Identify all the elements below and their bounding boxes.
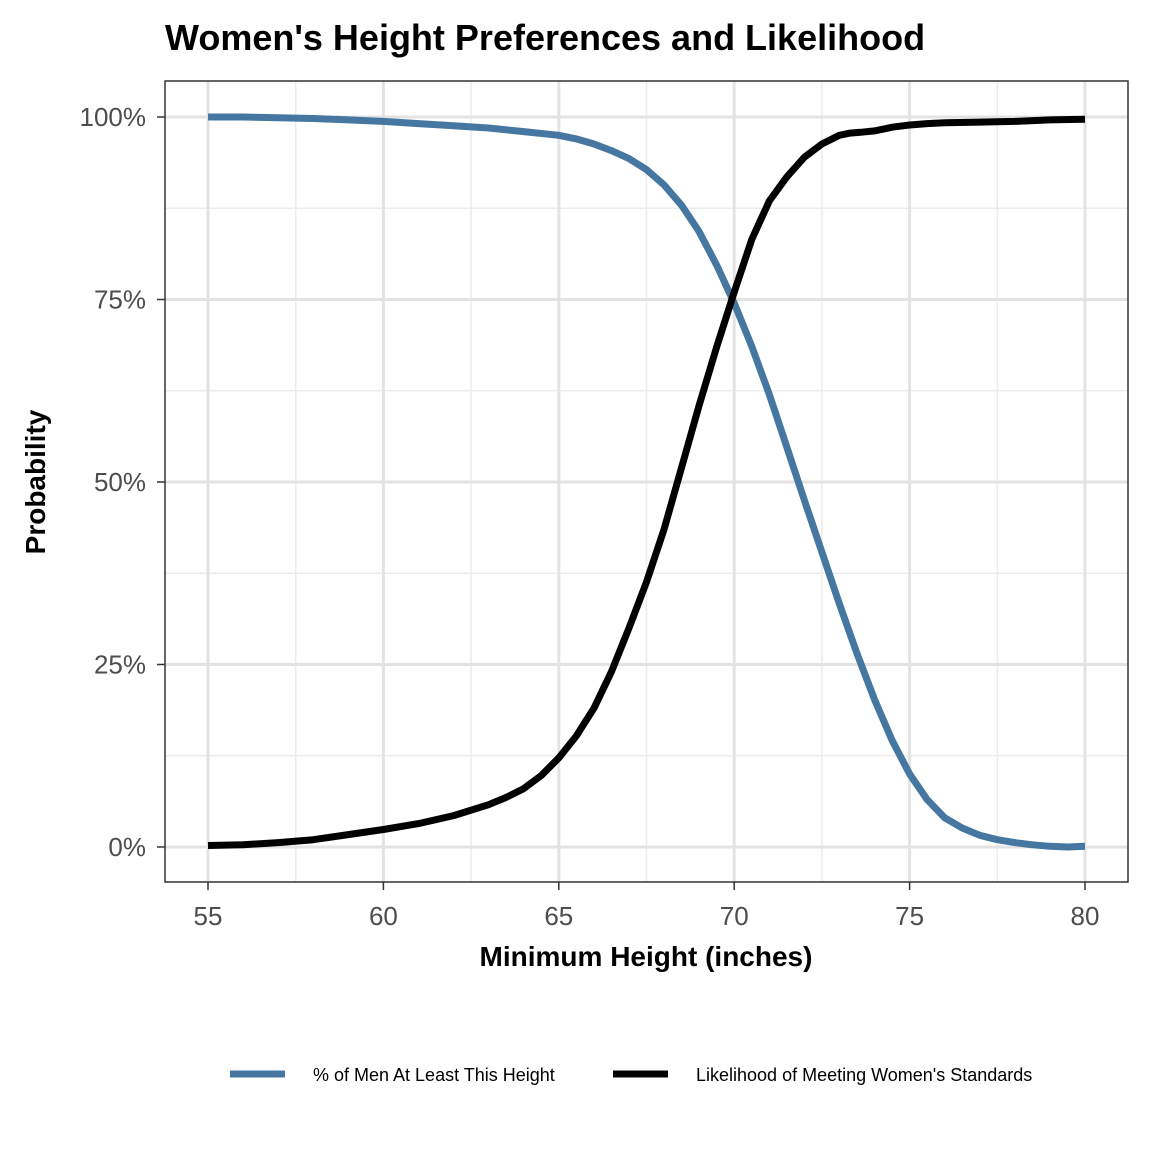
x-axis-ticks: 55 60 65 70 75 80 [194, 882, 1100, 931]
x-tick-label: 55 [194, 901, 223, 931]
y-tick-label: 75% [94, 285, 146, 315]
y-tick-label: 50% [94, 467, 146, 497]
legend-label-2: Likelihood of Meeting Women's Standards [696, 1065, 1032, 1085]
y-axis-ticks: 0% 25% 50% 75% 100% [80, 102, 165, 862]
x-tick-label: 65 [544, 901, 573, 931]
x-tick-label: 60 [369, 901, 398, 931]
x-tick-label: 70 [720, 901, 749, 931]
grid [165, 81, 1128, 882]
series-line-2 [207, 115, 1086, 849]
x-axis-title: Minimum Height (inches) [480, 941, 813, 972]
y-axis-title: Probability [20, 409, 51, 554]
legend-label-1: % of Men At Least This Height [313, 1065, 555, 1085]
x-tick-label: 80 [1071, 901, 1100, 931]
x-tick-label: 75 [895, 901, 924, 931]
y-tick-label: 0% [108, 832, 146, 862]
plot-lines [207, 113, 1086, 851]
y-tick-label: 25% [94, 650, 146, 680]
chart-title: Women's Height Preferences and Likelihoo… [165, 17, 925, 58]
legend: % of Men At Least This Height Likelihood … [230, 1065, 1032, 1085]
y-tick-label: 100% [80, 102, 147, 132]
